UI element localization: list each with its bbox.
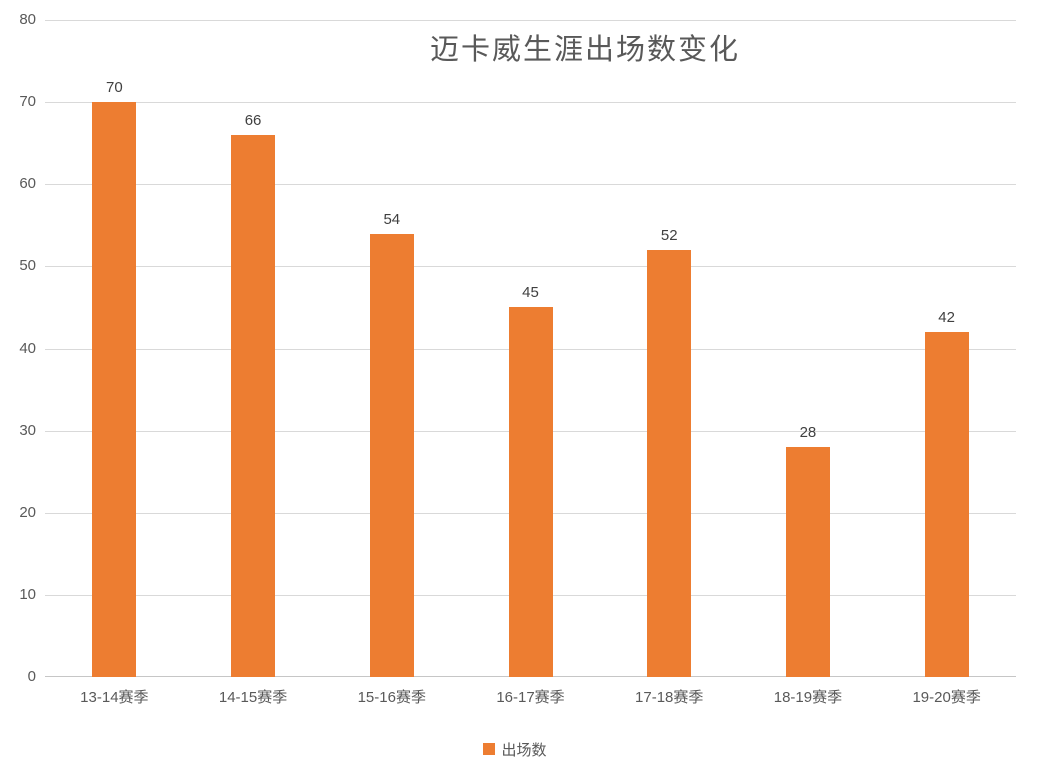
bar — [785, 447, 830, 677]
x-tick-label: 17-18赛季 — [635, 689, 704, 706]
bar — [92, 102, 137, 677]
gridline — [45, 184, 1016, 186]
y-tick-label: 30 — [19, 421, 36, 439]
gridline — [45, 102, 1016, 104]
legend-swatch-icon — [483, 743, 496, 755]
x-tick-label: 13-14赛季 — [80, 689, 149, 706]
y-tick-label: 60 — [19, 175, 36, 193]
y-tick-label: 80 — [19, 11, 36, 28]
gridline — [45, 20, 1016, 21]
data-label: 45 — [522, 284, 539, 301]
data-label: 54 — [383, 211, 401, 228]
bar — [647, 250, 692, 677]
x-tick-label: 15-16赛季 — [357, 689, 426, 706]
plot-area: 70 66 54 45 52 28 42 — [45, 20, 1016, 677]
y-tick-label: 20 — [19, 503, 36, 521]
bar — [924, 332, 969, 677]
x-tick-label: 14-15赛季 — [218, 689, 288, 706]
data-label: 52 — [660, 227, 678, 244]
data-label: 28 — [799, 424, 817, 441]
y-tick-label: 50 — [19, 257, 36, 275]
y-tick-label: 0 — [27, 668, 36, 685]
bar — [231, 135, 276, 677]
y-tick-label: 40 — [19, 339, 36, 357]
bar — [369, 234, 414, 677]
data-label: 70 — [106, 79, 123, 96]
x-tick-label: 19-20赛季 — [912, 689, 981, 706]
y-tick-label: 70 — [19, 93, 36, 111]
chart-title: 迈卡威生涯出场数变化 — [430, 34, 741, 66]
x-tick-label: 18-19赛季 — [773, 689, 843, 706]
x-axis: 13-14赛季 14-15赛季 15-16赛季 16-17赛季 17-18赛季 18-19… — [45, 689, 1016, 711]
data-label: 66 — [244, 112, 262, 129]
y-tick-label: 10 — [19, 585, 36, 603]
gridline — [45, 266, 1016, 268]
x-tick-label: 16-17赛季 — [496, 689, 565, 706]
legend-label: 出场数 — [501, 741, 547, 759]
legend: 出场数 — [0, 738, 1030, 760]
data-label: 42 — [938, 309, 955, 326]
bar — [508, 307, 553, 677]
